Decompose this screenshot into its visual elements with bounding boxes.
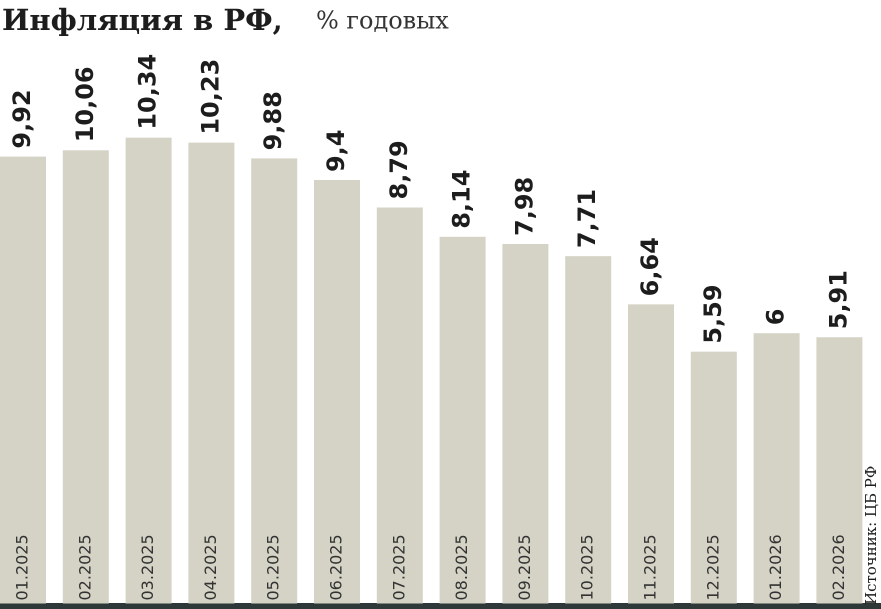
bar — [251, 158, 298, 604]
bar — [62, 150, 109, 604]
bar — [125, 137, 172, 604]
value-label: 7,98 — [510, 177, 538, 236]
value-label: 8,79 — [385, 140, 413, 199]
value-label: 10,23 — [196, 59, 224, 135]
bar — [816, 337, 863, 604]
chart-title: Инфляция в РФ, — [2, 3, 283, 37]
value-label: 5,91 — [824, 270, 852, 329]
value-label: 6,64 — [636, 237, 664, 296]
bar — [314, 180, 360, 604]
x-tick-label: 10.2025 — [578, 534, 597, 600]
x-tick-label: 08.2025 — [452, 534, 471, 600]
x-tick-label: 02.2025 — [75, 534, 94, 600]
value-label: 9,92 — [8, 89, 36, 148]
source: Источник: ЦБ РФ — [862, 466, 880, 605]
value-label: 10,34 — [134, 54, 162, 130]
x-tick-label: 12.2025 — [703, 534, 722, 600]
x-tick-label: 01.2025 — [13, 534, 32, 600]
value-label: 7,71 — [573, 189, 601, 248]
bar — [565, 256, 612, 604]
x-tick-label: 11.2025 — [641, 534, 660, 600]
value-label: 5,59 — [699, 284, 727, 343]
x-tick-label: 06.2025 — [327, 534, 346, 600]
bar — [376, 207, 423, 604]
x-tick-label: 09.2025 — [515, 534, 534, 600]
bar — [502, 244, 549, 604]
chart-subtitle: % годовых — [316, 7, 449, 35]
bar — [753, 333, 800, 604]
x-tick-label: 05.2025 — [264, 534, 283, 600]
value-label: 9,4 — [322, 130, 350, 173]
value-label: 6 — [762, 308, 790, 325]
bar — [690, 351, 737, 604]
baseline — [0, 603, 881, 609]
x-tick-label: 03.2025 — [138, 534, 157, 600]
bar — [439, 236, 486, 604]
x-tick-label: 07.2025 — [389, 534, 408, 600]
value-label: 10,06 — [71, 66, 99, 142]
x-tick-label: 01.2026 — [766, 534, 785, 600]
value-label: 9,88 — [259, 91, 287, 150]
bar — [188, 142, 235, 604]
bar — [628, 304, 674, 604]
bar — [0, 156, 46, 604]
x-tick-label: 02.2026 — [829, 534, 848, 600]
x-tick-label: 04.2025 — [201, 534, 220, 600]
value-label: 8,14 — [448, 170, 476, 229]
